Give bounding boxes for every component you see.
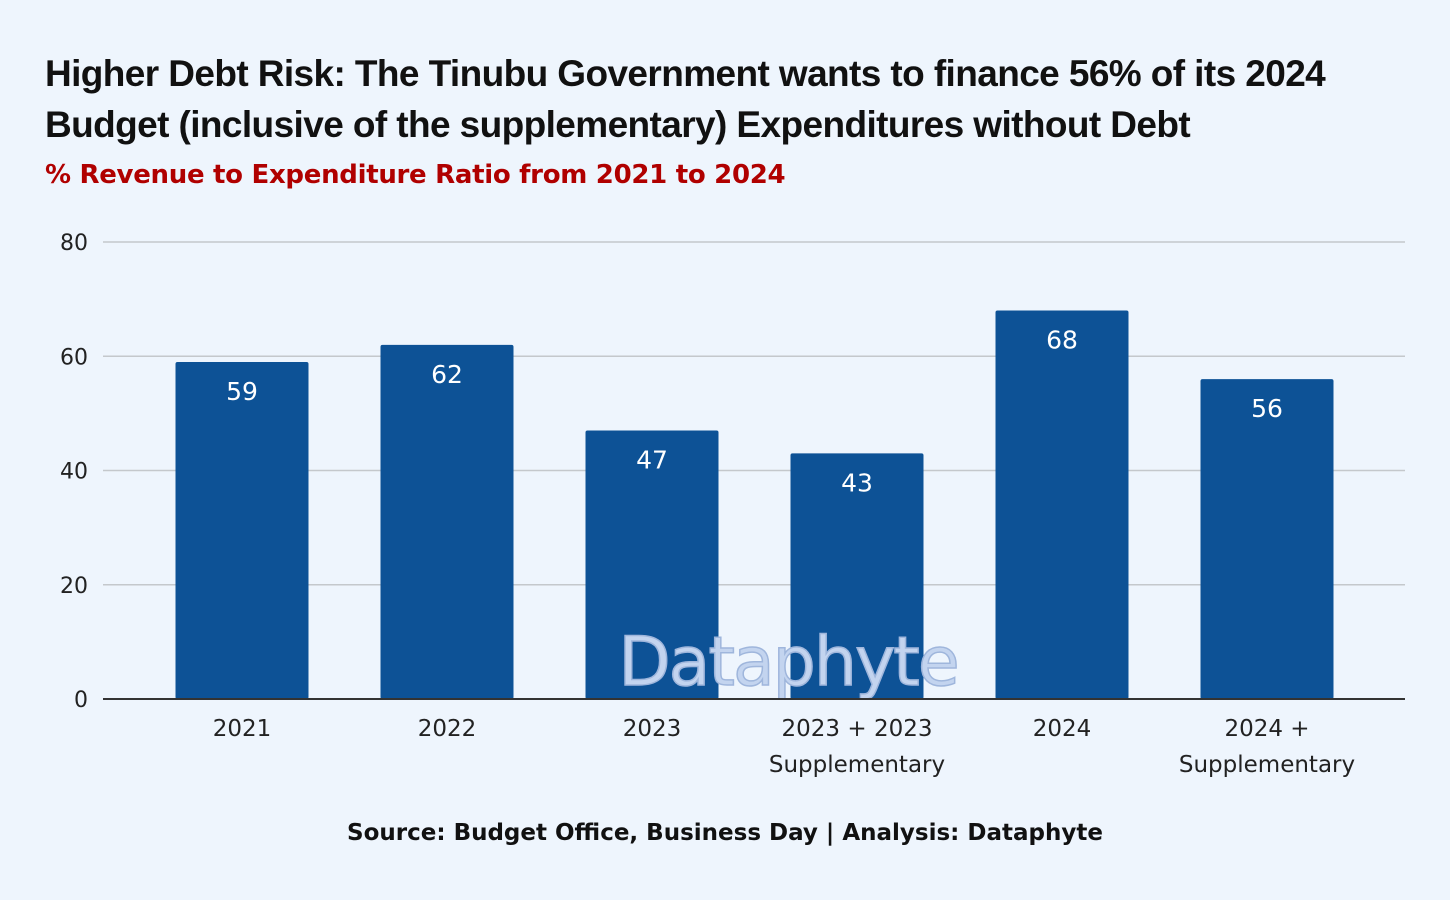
data-labels: 59 62 47 43 68 56 [226, 326, 1283, 498]
x-category-label: 2024 + [1224, 716, 1309, 742]
gridlines [103, 241, 1405, 586]
chart-subtitle: % Revenue to Expenditure Ratio from 2021… [45, 160, 786, 190]
y-tick-label: 20 [60, 574, 88, 599]
x-category-label: 2021 [213, 716, 272, 742]
bar-value-label: 59 [226, 377, 258, 406]
bar-value-label: 56 [1251, 394, 1283, 423]
chart-title: Higher Debt Risk: The Tinubu Government … [45, 53, 1326, 145]
bar [380, 344, 514, 699]
bar-value-label: 47 [636, 446, 668, 475]
x-category-label: 2023 [623, 716, 682, 742]
dataphyte-watermark-logo: Dataphyte [618, 623, 957, 702]
bar [790, 453, 924, 699]
bars [175, 310, 1334, 699]
y-tick-label: 0 [74, 688, 88, 713]
x-category-label: Supplementary [1179, 752, 1355, 778]
x-category-label: 2022 [418, 716, 477, 742]
bar-value-label: 43 [841, 468, 873, 497]
bar-value-label: 62 [431, 360, 463, 389]
bar [585, 430, 719, 699]
y-tick-label: 60 [60, 345, 88, 370]
bar-value-label: 68 [1046, 326, 1078, 355]
x-category-label: 2023 + 2023 [782, 716, 933, 742]
y-axis-ticks: 0 20 40 60 80 [60, 231, 88, 713]
bar [1200, 379, 1334, 699]
y-tick-label: 40 [60, 460, 88, 485]
bar [175, 361, 309, 699]
x-category-label: Supplementary [769, 752, 945, 778]
source-note: Source: Budget Office, Business Day | An… [347, 820, 1103, 846]
x-category-label: 2024 [1033, 716, 1092, 742]
y-tick-label: 80 [60, 231, 88, 256]
x-axis-categories: 2021 2022 2023 2023 + 2023 Supplementary 2024… [213, 716, 1355, 778]
bar [995, 310, 1129, 699]
